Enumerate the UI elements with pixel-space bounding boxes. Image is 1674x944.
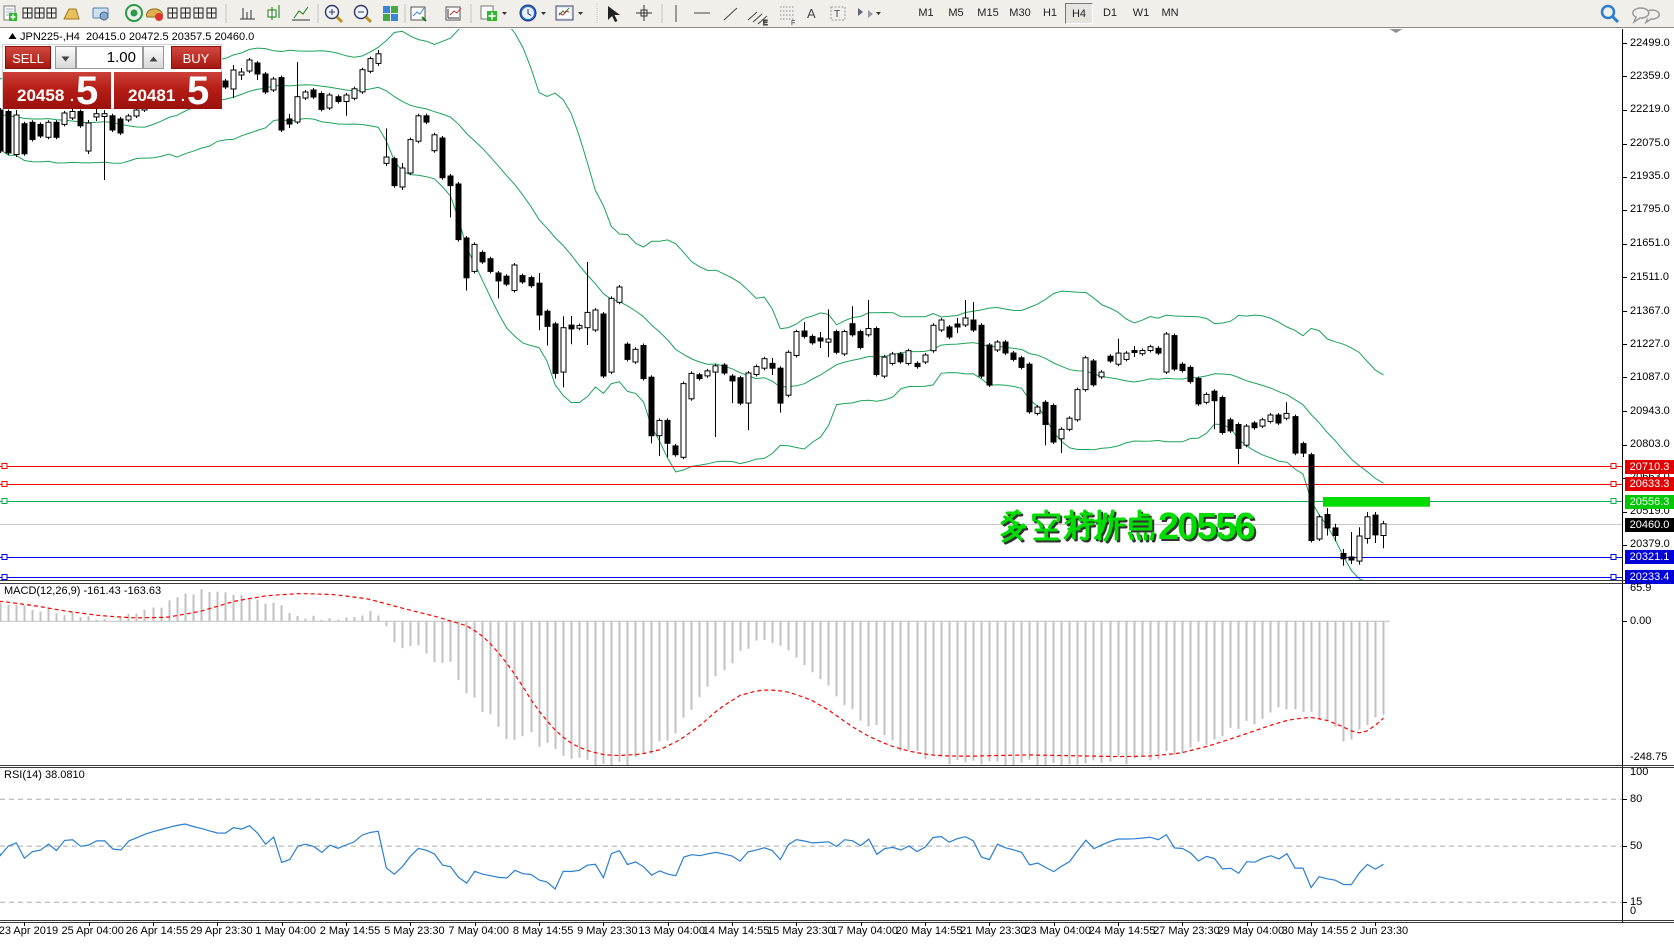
svg-text:F: F xyxy=(791,20,795,27)
svg-text:20556: 20556 xyxy=(1158,506,1255,548)
svg-text:T: T xyxy=(834,9,840,20)
svg-text:20556: 20556 xyxy=(1160,508,1257,550)
svg-text:E: E xyxy=(763,20,768,27)
svg-text:A: A xyxy=(807,6,816,21)
